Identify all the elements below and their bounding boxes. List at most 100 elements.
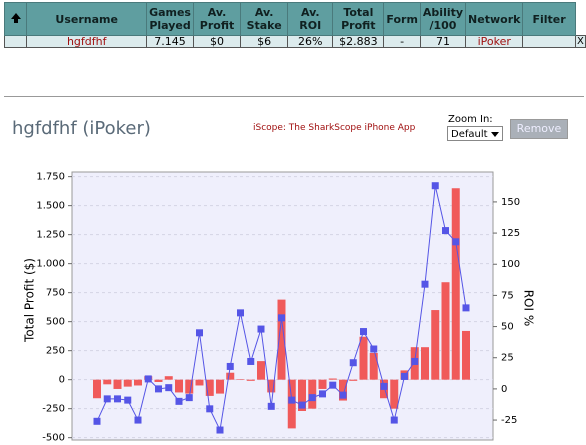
roi-point: [360, 328, 367, 336]
y2-tick-label: 75: [501, 290, 514, 301]
roi-point: [185, 394, 193, 402]
bar: [318, 379, 327, 389]
bar: [390, 379, 399, 409]
roi-point: [196, 329, 203, 337]
column-header[interactable]: Total Profit: [332, 2, 385, 36]
roi-point: [247, 357, 255, 365]
promo-link[interactable]: iScope: The SharkScope iPhone App: [253, 123, 416, 133]
cell: $6: [240, 35, 289, 48]
roi-point: [257, 325, 265, 333]
bar: [277, 299, 286, 380]
y2-tick-label: 25: [501, 353, 514, 364]
roi-point: [267, 402, 275, 410]
roi-point: [349, 359, 357, 367]
bar: [113, 379, 122, 389]
y2-tick-label: -25: [501, 415, 517, 426]
y-tick-label: -250: [42, 404, 65, 415]
roi-point: [319, 390, 326, 398]
roi-point: [411, 357, 419, 365]
roi-point: [155, 385, 162, 393]
column-header[interactable]: Av. ROI: [287, 2, 334, 36]
roi-point: [288, 396, 296, 404]
cell: -: [383, 35, 421, 48]
bar: [185, 379, 194, 394]
column-header[interactable]: Games Played: [146, 2, 194, 36]
roi-point: [431, 182, 439, 190]
cell: 26%: [287, 35, 334, 48]
roi-point: [226, 362, 234, 370]
bar: [421, 347, 429, 380]
column-header[interactable]: Username: [26, 2, 148, 36]
cell: $2.883: [332, 35, 385, 48]
y2-tick-label: 100: [501, 259, 520, 270]
column-header[interactable]: Ability /100: [419, 2, 467, 36]
bar: [462, 330, 470, 380]
y-tick-label: 1.000: [36, 259, 65, 270]
y-tick-label: -500: [42, 433, 65, 444]
player-table: Username Games Played Av. Profit Av. Sta…: [3, 2, 586, 48]
y2-tick-label: 0: [501, 384, 507, 395]
network: iPoker: [465, 35, 524, 48]
roi-point: [206, 405, 214, 413]
roi-point: [134, 416, 142, 424]
y-tick-label: 250: [46, 346, 65, 357]
cell: 7.145: [146, 35, 194, 48]
remove-button[interactable]: Remove: [510, 119, 568, 139]
roi-point: [380, 382, 388, 390]
cell: [3, 35, 28, 48]
roi-point: [144, 375, 152, 383]
bar: [93, 379, 101, 399]
roi-point: [103, 395, 111, 403]
bar: [287, 379, 296, 429]
bar: [205, 379, 214, 396]
bar: [431, 310, 440, 380]
roi-point: [216, 426, 224, 434]
bar: [226, 372, 235, 380]
cell: 71: [419, 35, 467, 48]
column-header[interactable]: Av. Stake: [240, 2, 289, 36]
y-tick-label: 0: [59, 375, 65, 386]
roi-point: [462, 304, 470, 312]
divider: [4, 96, 584, 97]
column-header[interactable]: Form: [383, 2, 421, 36]
y-tick-label: 750: [46, 288, 65, 299]
username[interactable]: hgfdfhf: [26, 35, 148, 48]
y2-axis-title: ROI %: [522, 290, 536, 327]
zoom-value: Default: [451, 129, 488, 140]
roi-point: [278, 314, 285, 322]
bar: [267, 379, 276, 393]
chart: Total Profit ($) ROI % -500-250025050075…: [23, 171, 536, 444]
roi-point: [421, 280, 429, 288]
roi-point: [308, 394, 316, 402]
zoom-select[interactable]: Default: [447, 126, 503, 141]
y-tick-label: 500: [46, 317, 65, 328]
cell: $0: [192, 35, 242, 48]
roi-point: [370, 345, 378, 353]
player-heading: hgfdfhf (iPoker): [12, 118, 151, 139]
roi-point: [339, 391, 347, 399]
sort-icon[interactable]: [3, 2, 28, 36]
bar: [175, 379, 183, 393]
column-header[interactable]: Filter: [522, 2, 576, 36]
remove-filter[interactable]: X: [574, 35, 586, 48]
column-header[interactable]: Av. Profit: [192, 2, 242, 36]
bar: [257, 361, 265, 380]
bar: [123, 379, 132, 387]
cell: [522, 35, 576, 48]
roi-point: [401, 372, 408, 380]
bar: [236, 379, 245, 380]
bar: [441, 282, 450, 380]
bar: [195, 379, 204, 386]
roi-point: [452, 238, 460, 246]
roi-point: [124, 396, 132, 404]
column-header[interactable]: Network: [465, 2, 524, 36]
y-tick-label: 1.750: [36, 172, 65, 183]
bar: [359, 336, 368, 380]
y2-tick-label: 125: [501, 228, 520, 239]
dropdown-arrow: [491, 132, 499, 137]
roi-point: [165, 384, 173, 392]
y2-tick-label: 150: [501, 197, 520, 208]
zoom-label: Zoom In:: [448, 114, 493, 125]
roi-point: [329, 381, 337, 389]
